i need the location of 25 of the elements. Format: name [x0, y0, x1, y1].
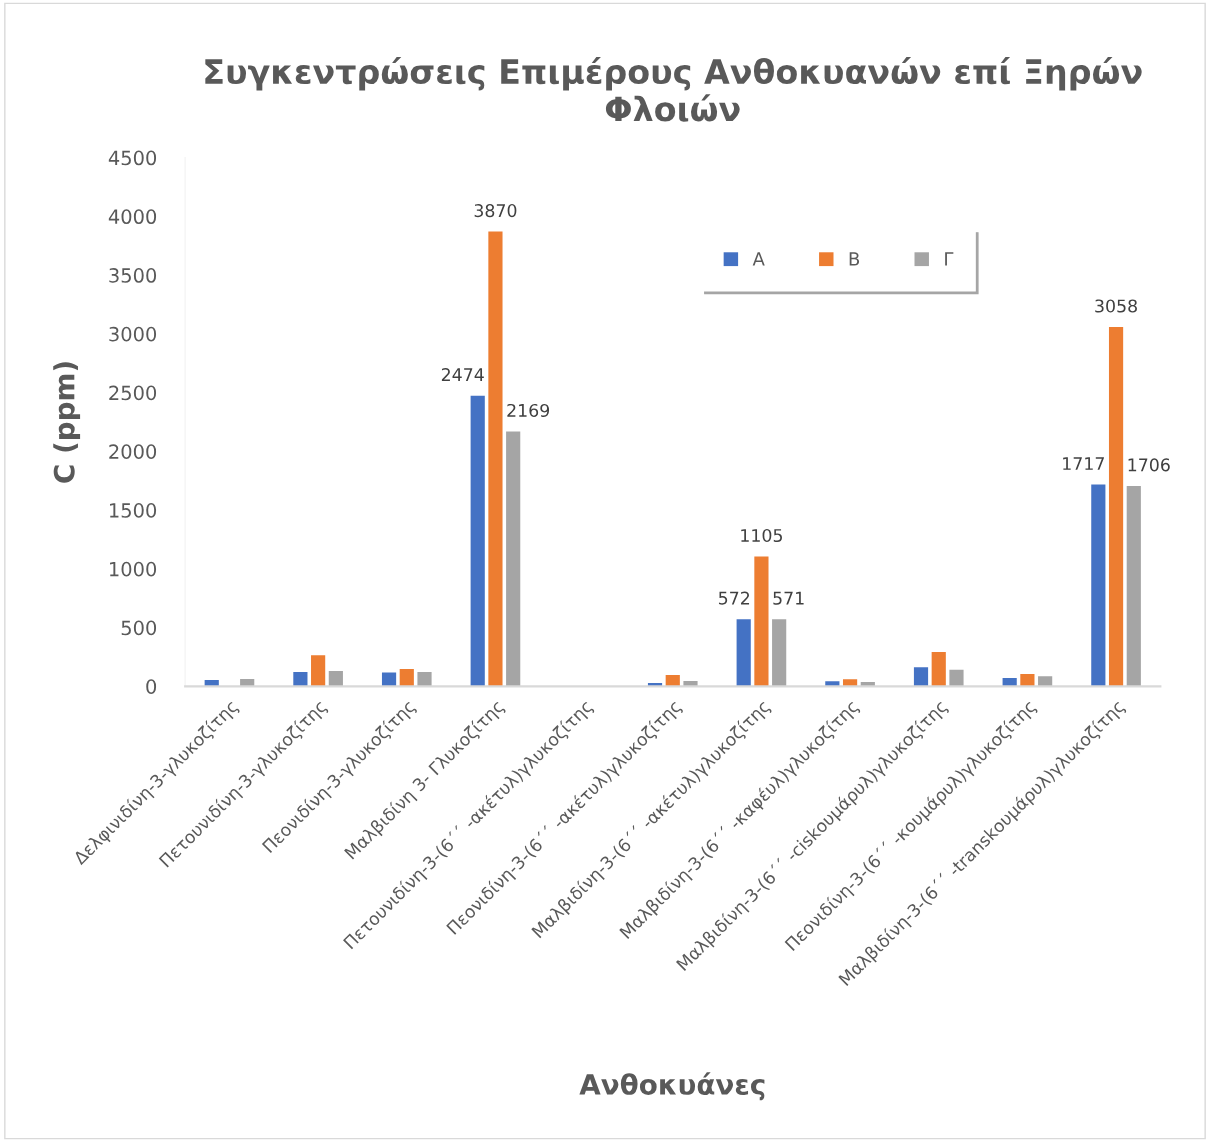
- data-label: 3870: [474, 204, 517, 218]
- data-label: 1105: [741, 528, 782, 543]
- y-tick-label: 1000: [110, 561, 157, 577]
- legend-label: Β: [849, 252, 860, 266]
- y-tick-label: 500: [121, 620, 157, 636]
- y-tick-label: 4000: [108, 209, 157, 225]
- data-label: 1706: [1128, 458, 1170, 472]
- y-axis-title: C (ppm): [53, 362, 81, 483]
- data-label: 571: [773, 591, 804, 605]
- y-tick-label: 2500: [109, 385, 157, 401]
- data-label: 572: [718, 591, 750, 605]
- y-tick-label: 3000: [109, 326, 157, 342]
- chart-title: Συγκεντρώσεις Επιμέρους Ανθοκυανών επί Ξηρών Φλοιών: [205, 56, 1142, 122]
- x-axis-title: Ανθοκυάνες: [579, 1072, 765, 1101]
- data-label: 3058: [1095, 299, 1137, 313]
- data-label: 1717: [1063, 457, 1104, 470]
- legend-label: Γ: [945, 252, 954, 266]
- y-tick-label: 2000: [109, 444, 157, 460]
- y-tick-label: 4500: [108, 150, 157, 166]
- y-tick-label: 0: [146, 679, 157, 695]
- y-tick-label: 1500: [110, 503, 157, 518]
- data-label: 2169: [507, 403, 550, 418]
- data-label: 2474: [441, 368, 484, 381]
- y-tick-label: 3500: [109, 268, 157, 283]
- legend-label: Α: [752, 252, 765, 266]
